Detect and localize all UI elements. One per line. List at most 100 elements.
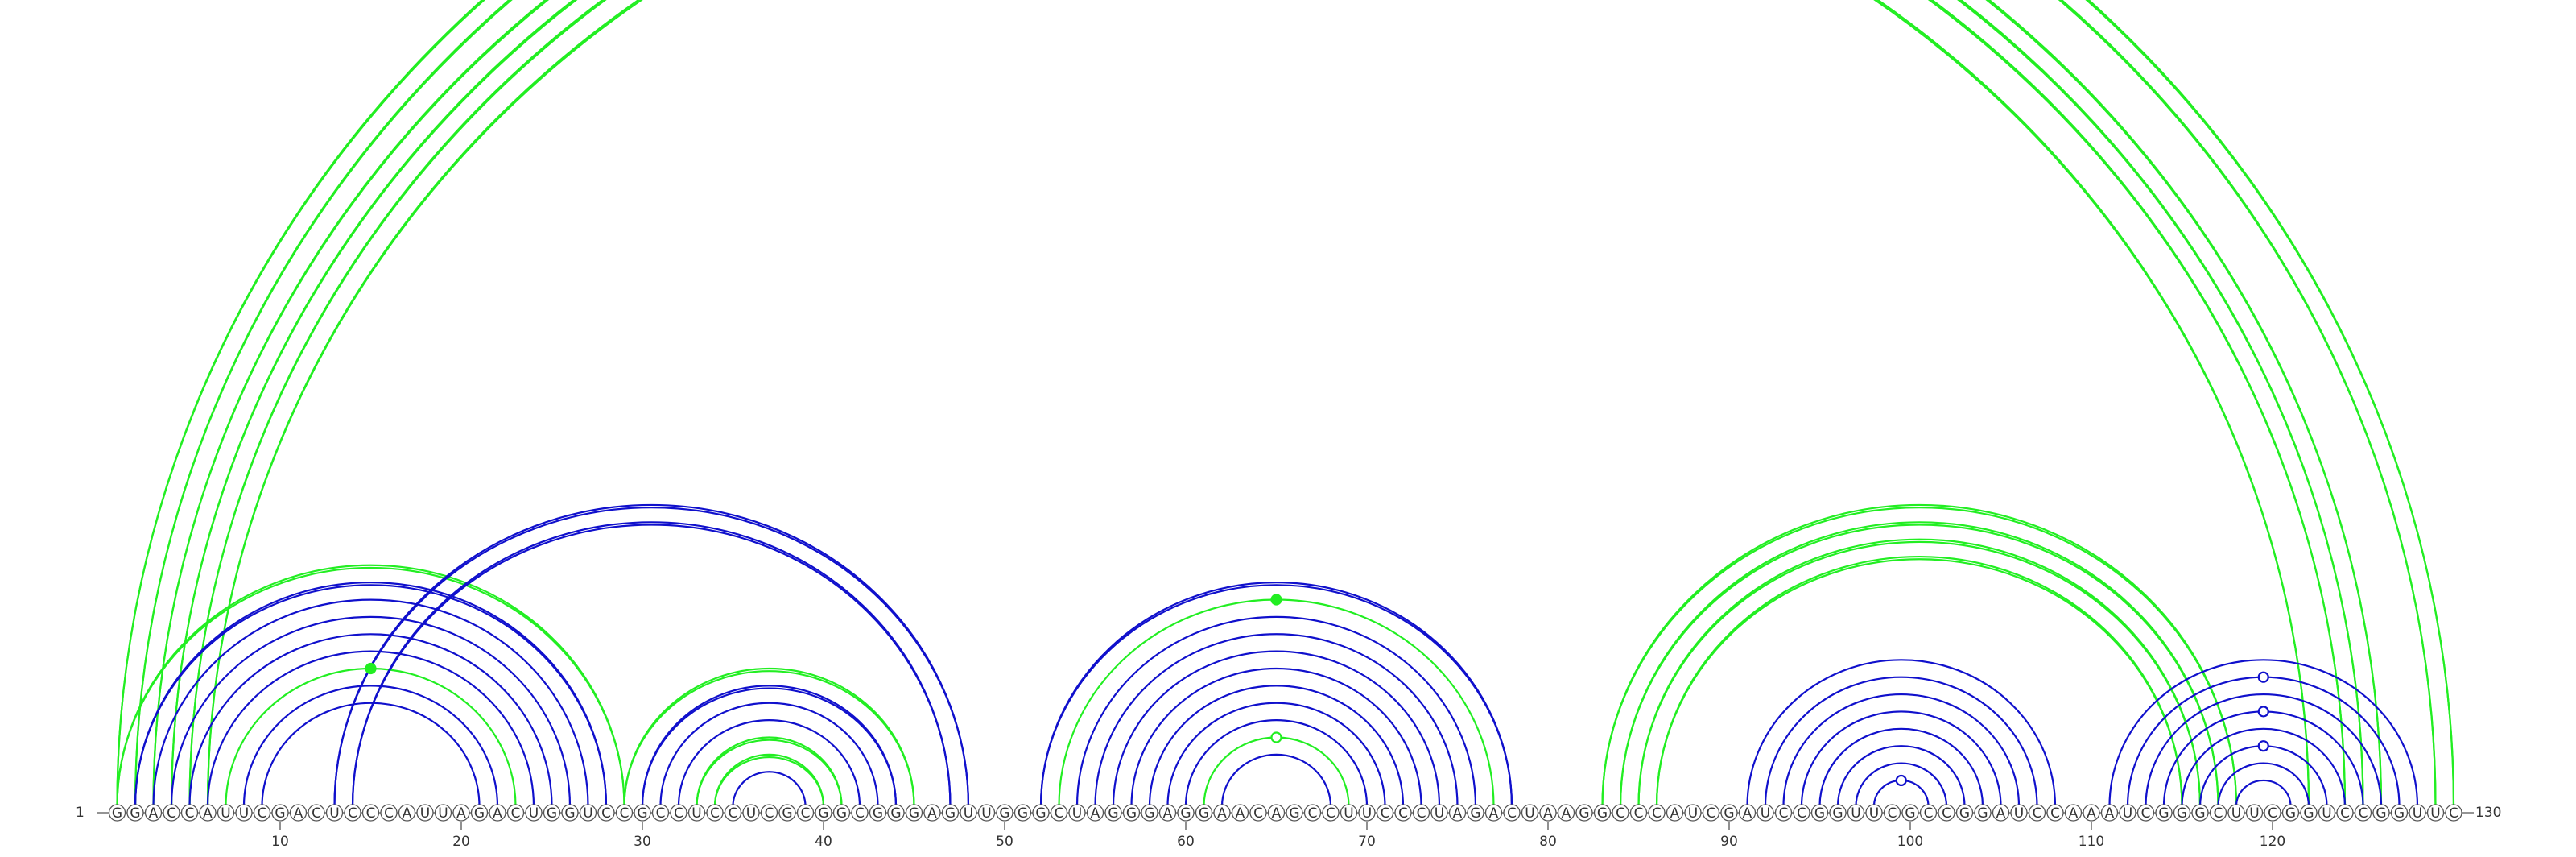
arc-57-73 xyxy=(1130,667,1422,807)
nucleotide-letter: U xyxy=(438,805,448,822)
nucleotide-letter: A xyxy=(1562,805,1571,822)
nucleotide-130: C xyxy=(2445,804,2462,822)
nucleotide-29: C xyxy=(615,804,634,822)
nucleotide-circle xyxy=(2064,804,2083,822)
nucleotide-letter: C xyxy=(2340,805,2350,822)
arc-5-124-inner xyxy=(188,0,2347,807)
nucleotide-letter: C xyxy=(855,805,865,822)
nucleotide-letter: C xyxy=(185,805,195,822)
nucleotide-letter: U xyxy=(2231,805,2241,822)
nucleotide-25: G xyxy=(543,804,561,822)
nucleotide-115: G xyxy=(2173,804,2191,822)
nucleotide-circle xyxy=(217,804,235,822)
arc-30-44-inner xyxy=(641,687,898,807)
nucleotide-circle xyxy=(398,804,416,822)
nucleotide-3: A xyxy=(144,804,163,822)
nucleotide-letter: G xyxy=(2194,805,2205,822)
nucleotide-circle xyxy=(1267,804,1286,822)
nucleotide-letter: G xyxy=(2376,805,2386,822)
nucleotide-99: C xyxy=(1883,804,1901,822)
arc-113-126 xyxy=(2145,693,2383,807)
nucleotide-circle xyxy=(2173,804,2191,822)
nucleotide-letter: C xyxy=(511,805,521,822)
arc-34-40 xyxy=(713,753,825,807)
nucleotide-circle xyxy=(1249,804,1267,822)
nucleotide-letter: G xyxy=(1126,805,1137,822)
nucleotide-letter: C xyxy=(1797,805,1806,822)
nucleotide-38: G xyxy=(778,804,796,822)
nucleotide-113: C xyxy=(2136,804,2155,822)
nucleotide-circle xyxy=(1286,804,1303,822)
nucleotide-circle xyxy=(1032,804,1050,822)
nucleotide-57: G xyxy=(1122,804,1141,822)
nucleotide-letter: C xyxy=(2359,805,2368,822)
tick-label-30: 30 xyxy=(634,834,651,850)
nucleotide-letter: G xyxy=(474,805,485,822)
nucleotide-circle xyxy=(1394,804,1412,822)
tick-label-10: 10 xyxy=(271,834,289,850)
tick-label-100: 100 xyxy=(1897,834,1923,850)
nucleotide-103: G xyxy=(1955,804,1974,822)
nucleotide-106: U xyxy=(2010,804,2028,822)
nucleotide-letter: C xyxy=(2449,805,2458,822)
nucleotide-88: U xyxy=(1684,804,1702,822)
nucleotide-circle xyxy=(1521,804,1539,822)
nucleotide-circle xyxy=(851,804,869,822)
nucleotide-circle xyxy=(489,804,506,822)
nucleotide-67: C xyxy=(1303,804,1322,822)
nucleotide-72: C xyxy=(1394,804,1412,822)
nucleotide-102: C xyxy=(1938,804,1955,822)
nucleotide-letter: G xyxy=(547,805,557,822)
nucleotide-letter: G xyxy=(945,805,956,822)
nucleotide-letter: A xyxy=(1217,805,1227,822)
nucleotide-letter: G xyxy=(873,805,883,822)
tick-layer: 10 20 30 40 50 60 70 80 90 100 110 120 xyxy=(271,822,2285,850)
nucleotide-letter: A xyxy=(402,805,412,822)
nucleotide-circle xyxy=(1141,804,1158,822)
nucleotide-circle xyxy=(452,804,470,822)
nucleotide-letter: C xyxy=(2214,805,2223,822)
nucleotide-letter: C xyxy=(2033,805,2042,822)
nucleotide-26: G xyxy=(561,804,579,822)
nucleotide-55: A xyxy=(1086,804,1104,822)
nucleotide-letter: G xyxy=(1959,805,1970,822)
nucleotide-1: G xyxy=(108,804,126,822)
nucleotide-letter: U xyxy=(529,805,539,822)
nucleotide-circle xyxy=(1213,804,1231,822)
start-index-label: 1 xyxy=(76,805,85,821)
arc-56-74 xyxy=(1112,650,1441,807)
arc-83-118-inner xyxy=(1601,507,2238,807)
nucleotide-56: G xyxy=(1104,804,1122,822)
arc-8-22 xyxy=(242,685,499,807)
nucleotide-circle xyxy=(1793,804,1810,822)
nucleotide-circle xyxy=(2209,804,2227,822)
nucleotide-circle xyxy=(1448,804,1467,822)
nucleotide-circle xyxy=(180,804,199,822)
arc-34-40-inner xyxy=(713,756,825,807)
nucleotide-letter: C xyxy=(1055,805,1064,822)
nucleotide-letter: G xyxy=(836,805,847,822)
nucleotide-letter: C xyxy=(1417,805,1426,822)
nucleotide-8: U xyxy=(235,804,253,822)
arc-84-117-inner xyxy=(1619,524,2219,807)
nucleotide-circle xyxy=(1358,804,1376,822)
nucleotide-letter: G xyxy=(130,805,140,822)
nucleotide-circle xyxy=(1484,804,1503,822)
nucleotide-circle xyxy=(887,804,905,822)
nucleotide-letter: U xyxy=(221,805,230,822)
nucleotide-124: C xyxy=(2336,804,2354,822)
nucleotide-letter: U xyxy=(964,805,973,822)
nucleotide-16: C xyxy=(380,804,398,822)
nucleotide-letter: A xyxy=(1543,805,1553,822)
nucleotide-7: U xyxy=(217,804,235,822)
nucleotide-111: A xyxy=(2100,804,2119,822)
nucleotide-22: A xyxy=(489,804,506,822)
nucleotide-91: A xyxy=(1738,804,1757,822)
nucleotide-6: A xyxy=(199,804,217,822)
nucleotide-60: G xyxy=(1177,804,1195,822)
nucleotide-13: U xyxy=(325,804,344,822)
nucleotide-45: G xyxy=(905,804,923,822)
nucleotide-letter: C xyxy=(674,805,683,822)
nucleotide-circle xyxy=(380,804,398,822)
arc-3-27 xyxy=(152,598,589,807)
